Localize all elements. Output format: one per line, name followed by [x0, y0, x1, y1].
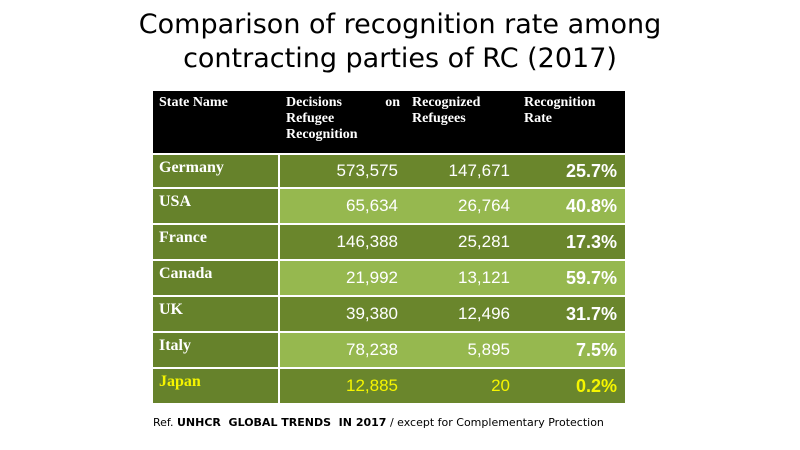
rate-cell: 31.7% — [518, 297, 625, 333]
header-rate: Recognition Rate — [518, 91, 625, 153]
rate-cell: 59.7% — [518, 261, 625, 297]
state-name-cell: UK — [153, 297, 280, 333]
slide-title: Comparison of recognition rate among con… — [0, 8, 800, 76]
recognition-rate-table: State Name Decisions on Refugee Recognit… — [153, 91, 625, 405]
state-name-cell: Canada — [153, 261, 280, 297]
ref-note: except for Complementary Protection — [397, 416, 604, 429]
header-decisions: Decisions on Refugee Recognition — [280, 91, 406, 153]
state-name-cell: USA — [153, 189, 280, 225]
decisions-cell: 12,885 — [280, 369, 406, 405]
ref-prefix: Ref. — [153, 416, 174, 429]
ref-separator: / — [389, 416, 394, 429]
state-name-cell: France — [153, 225, 280, 261]
table-row-highlighted: Japan 12,885 20 0.2% — [153, 369, 625, 405]
state-name-cell: Italy — [153, 333, 280, 369]
decisions-cell: 78,238 — [280, 333, 406, 369]
source-reference: Ref. UNHCR GLOBAL TRENDS IN 2017 / excep… — [153, 416, 604, 429]
header-recognized: Recognized Refugees — [406, 91, 518, 153]
rate-cell: 0.2% — [518, 369, 625, 405]
state-name-cell: Germany — [153, 153, 280, 189]
rate-cell: 7.5% — [518, 333, 625, 369]
table-row: France 146,388 25,281 17.3% — [153, 225, 625, 261]
decisions-cell: 146,388 — [280, 225, 406, 261]
title-line-1: Comparison of recognition rate among — [138, 9, 662, 40]
ref-source: UNHCR GLOBAL TRENDS IN 2017 — [177, 416, 387, 429]
table-row: Italy 78,238 5,895 7.5% — [153, 333, 625, 369]
decisions-cell: 21,992 — [280, 261, 406, 297]
rate-cell: 17.3% — [518, 225, 625, 261]
title-line-2: contracting parties of RC (2017) — [183, 43, 617, 74]
recognized-cell: 25,281 — [406, 225, 518, 261]
decisions-cell: 65,634 — [280, 189, 406, 225]
table-row: Germany 573,575 147,671 25.7% — [153, 153, 625, 189]
table-row: UK 39,380 12,496 31.7% — [153, 297, 625, 333]
recognized-cell: 5,895 — [406, 333, 518, 369]
table-row: USA 65,634 26,764 40.8% — [153, 189, 625, 225]
decisions-cell: 573,575 — [280, 153, 406, 189]
decisions-cell: 39,380 — [280, 297, 406, 333]
recognized-cell: 147,671 — [406, 153, 518, 189]
state-name-cell: Japan — [153, 369, 280, 405]
header-state-name: State Name — [153, 91, 280, 153]
rate-cell: 40.8% — [518, 189, 625, 225]
table-row: Canada 21,992 13,121 59.7% — [153, 261, 625, 297]
table-header-row: State Name Decisions on Refugee Recognit… — [153, 91, 625, 153]
recognized-cell: 26,764 — [406, 189, 518, 225]
recognized-cell: 20 — [406, 369, 518, 405]
rate-cell: 25.7% — [518, 153, 625, 189]
recognized-cell: 13,121 — [406, 261, 518, 297]
recognized-cell: 12,496 — [406, 297, 518, 333]
